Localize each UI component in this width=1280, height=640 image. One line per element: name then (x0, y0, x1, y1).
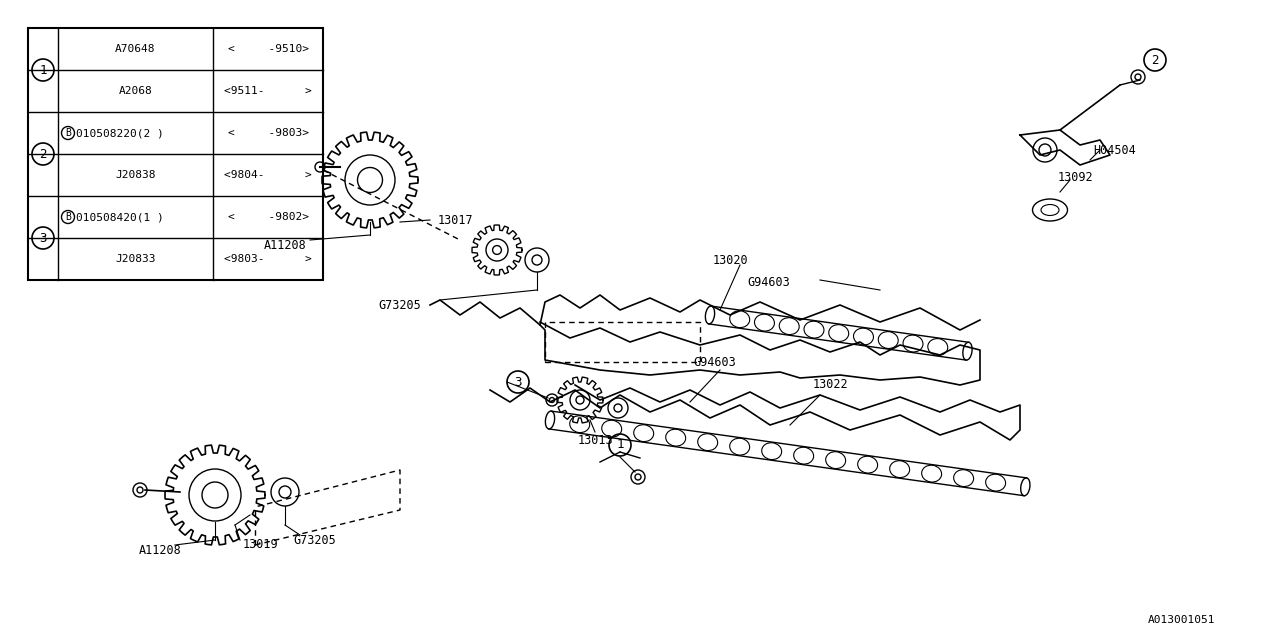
Text: <     -9803>: < -9803> (228, 128, 308, 138)
Text: <     -9802>: < -9802> (228, 212, 308, 222)
Text: 13019: 13019 (242, 538, 278, 552)
Text: 13017: 13017 (438, 214, 472, 227)
Text: <9803-      >: <9803- > (224, 254, 312, 264)
Text: 13020: 13020 (712, 253, 748, 266)
Text: <9804-      >: <9804- > (224, 170, 312, 180)
Text: 13013: 13013 (577, 433, 613, 447)
Bar (28, 28, 323, 280)
Text: A2068: A2068 (119, 86, 152, 96)
Text: 010508220(2 ): 010508220(2 ) (76, 128, 164, 138)
Text: J20838: J20838 (115, 170, 156, 180)
Text: J20833: J20833 (115, 254, 156, 264)
Text: G94603: G94603 (748, 275, 790, 289)
Text: G73205: G73205 (293, 534, 337, 547)
Text: H04504: H04504 (1093, 143, 1137, 157)
Text: 3: 3 (515, 376, 522, 388)
Text: 13092: 13092 (1057, 170, 1093, 184)
Text: 1: 1 (40, 63, 47, 77)
Text: <     -9510>: < -9510> (228, 44, 308, 54)
Text: 3: 3 (40, 232, 47, 244)
Text: 13022: 13022 (813, 378, 847, 392)
Text: A11208: A11208 (138, 543, 182, 557)
Text: B: B (65, 128, 70, 138)
Text: 2: 2 (40, 147, 47, 161)
Text: A11208: A11208 (264, 239, 306, 252)
Text: 2: 2 (1151, 54, 1158, 67)
Text: B: B (65, 212, 70, 222)
Text: A70648: A70648 (115, 44, 156, 54)
Text: A013001051: A013001051 (1147, 615, 1215, 625)
Text: <9511-      >: <9511- > (224, 86, 312, 96)
Text: 1: 1 (616, 438, 623, 451)
Text: G94603: G94603 (694, 355, 736, 369)
Text: G73205: G73205 (379, 298, 421, 312)
Text: 010508420(1 ): 010508420(1 ) (76, 212, 164, 222)
